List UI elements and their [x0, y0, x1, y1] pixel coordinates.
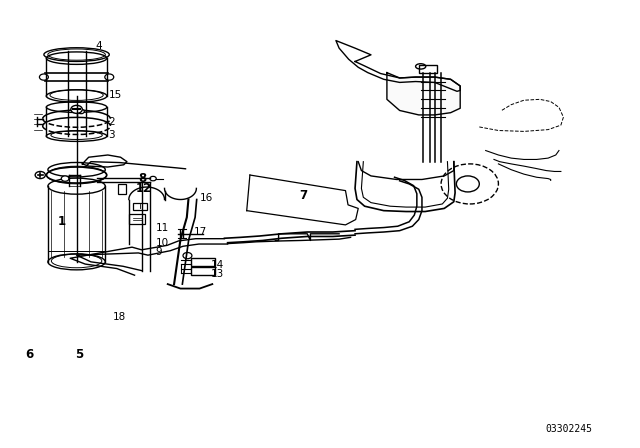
Text: 6: 6	[26, 348, 34, 361]
Circle shape	[183, 253, 192, 259]
Circle shape	[61, 176, 69, 181]
Text: 17: 17	[194, 227, 207, 237]
Bar	[129, 214, 145, 224]
Text: 7: 7	[300, 189, 308, 202]
Text: 18: 18	[113, 312, 126, 322]
Bar	[118, 185, 125, 194]
Text: 8: 8	[138, 172, 147, 185]
Text: 12: 12	[135, 182, 152, 195]
Text: 3: 3	[108, 130, 115, 140]
Bar	[191, 267, 215, 275]
Circle shape	[105, 74, 114, 80]
Text: 1: 1	[58, 215, 65, 228]
Text: 2: 2	[108, 117, 115, 128]
Text: 4: 4	[96, 41, 102, 51]
Circle shape	[35, 172, 45, 179]
Text: 9: 9	[156, 246, 162, 257]
Circle shape	[40, 74, 49, 80]
Text: 11: 11	[156, 224, 169, 233]
Polygon shape	[387, 73, 460, 115]
Text: 10: 10	[156, 238, 169, 248]
Text: 03302245: 03302245	[545, 424, 592, 434]
Text: 13: 13	[211, 269, 223, 279]
Text: 5: 5	[75, 348, 83, 361]
Text: 14: 14	[211, 260, 223, 270]
Bar	[133, 202, 147, 210]
Text: 15: 15	[108, 90, 122, 100]
Circle shape	[71, 105, 83, 113]
Bar	[191, 258, 215, 266]
Circle shape	[78, 109, 84, 114]
Bar	[419, 65, 436, 73]
Text: 16: 16	[200, 193, 214, 203]
Circle shape	[150, 177, 156, 181]
